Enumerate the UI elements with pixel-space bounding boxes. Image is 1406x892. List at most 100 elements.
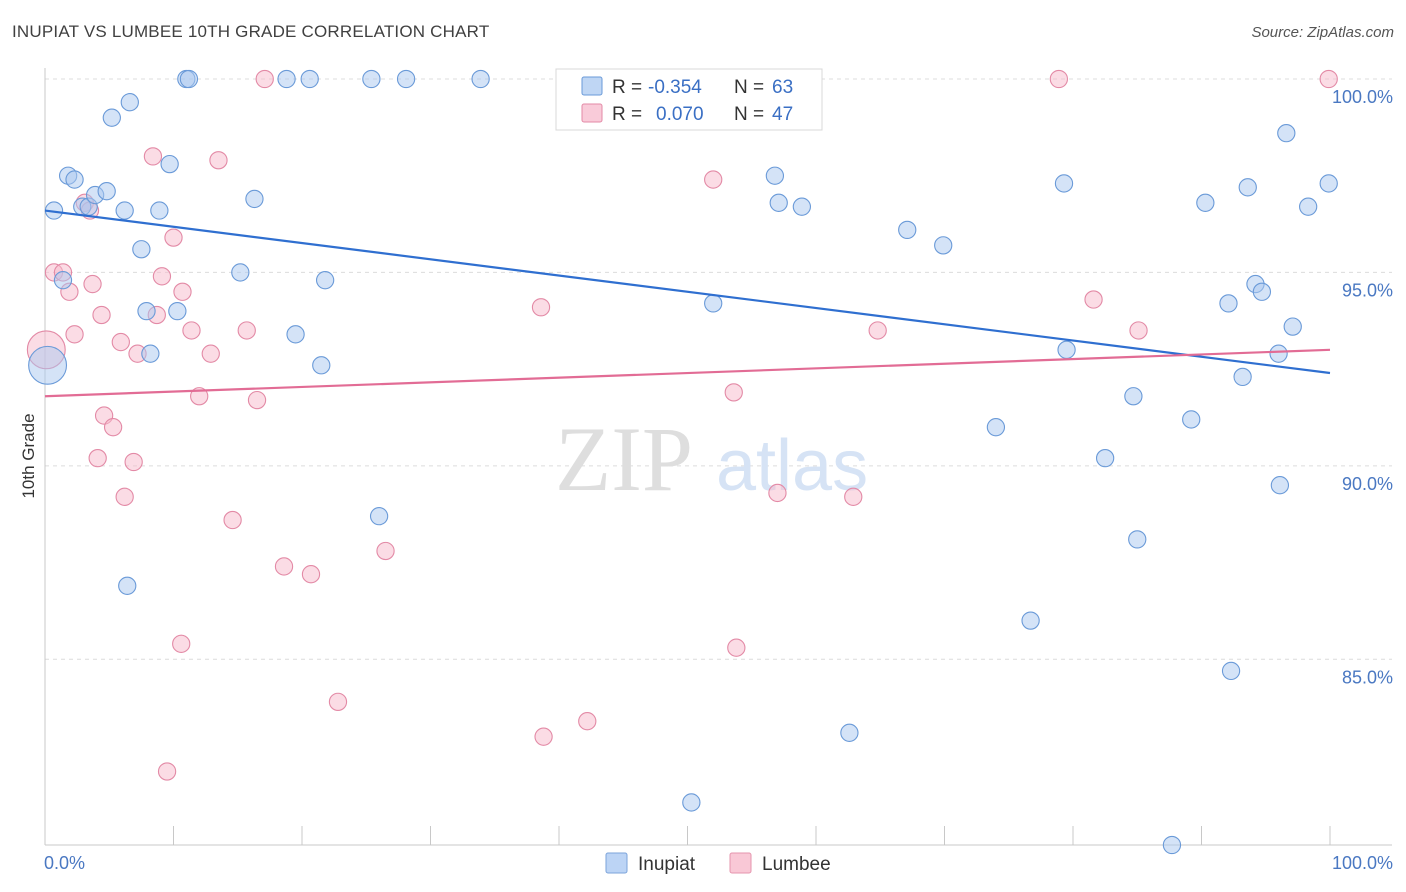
inupiat-point-47	[1162, 835, 1182, 855]
bottom-legend-label-inupiat: Inupiat	[638, 854, 696, 875]
lumbee-point-16	[143, 147, 163, 166]
lumbee-point-20	[164, 228, 183, 247]
inupiat-point-14	[141, 344, 160, 363]
tick-labels: 85.0% 90.0% 95.0% 100.0% 0.0% 100.0%	[44, 87, 1393, 873]
legend-n-value-inupiat: 63	[772, 77, 793, 98]
inupiat-point-9	[102, 108, 121, 127]
legend-r-label-lumbee: R =	[612, 104, 642, 125]
inupiat-point-61	[1319, 174, 1338, 193]
lumbee-point-48	[1319, 69, 1338, 89]
inupiat-point-12	[132, 240, 151, 259]
inupiat-point-40	[986, 418, 1006, 437]
lumbee-point-34	[376, 541, 395, 561]
bottom-legend-label-lumbee: Lumbee	[762, 854, 831, 875]
bottom-legend: Inupiat Lumbee	[605, 852, 831, 875]
lumbee-point-32	[301, 565, 321, 584]
legend-n-label-inupiat: N =	[734, 77, 764, 98]
legend-r-label-inupiat: R =	[612, 77, 642, 98]
lumbee-point-26	[209, 151, 228, 170]
inupiat-points	[28, 69, 1338, 855]
inupiat-point-56	[1270, 476, 1290, 495]
inupiat-point-62	[118, 576, 137, 595]
x-tick-label-100: 100.0%	[1332, 853, 1393, 873]
inupiat-point-49	[1196, 193, 1215, 212]
lumbee-point-30	[255, 69, 274, 89]
inupiat-point-4	[65, 170, 84, 189]
inupiat-point-32	[682, 793, 701, 812]
inupiat-point-11	[120, 93, 139, 112]
y-tick-label-100: 100.0%	[1332, 87, 1393, 107]
lumbee-point-41	[727, 638, 746, 657]
lumbee-point-36	[534, 727, 553, 746]
inupiat-point-2	[53, 271, 73, 290]
inupiat-point-42	[1054, 174, 1074, 193]
lumbee-point-12	[111, 332, 130, 352]
y-axis-label: 10th Grade	[19, 413, 38, 498]
trend-lines	[44, 209, 1331, 398]
inupiat-point-38	[898, 220, 917, 240]
lumbee-point-11	[103, 418, 123, 437]
lumbee-point-42	[768, 483, 787, 503]
inupiat-point-36	[792, 197, 812, 216]
legend-swatch-inupiat	[581, 76, 603, 96]
watermark-atlas: atlas	[716, 426, 868, 506]
inupiat-point-10	[115, 201, 134, 220]
lumbee-point-25	[201, 344, 220, 363]
y-tick-label-90: 90.0%	[1342, 474, 1393, 494]
lumbee-point-29	[247, 390, 267, 410]
inupiat-point-46	[1128, 530, 1147, 549]
y-tick-label-95: 95.0%	[1342, 280, 1393, 300]
inupiat-point-58	[1277, 124, 1296, 143]
inupiat-point-27	[362, 69, 381, 89]
chart-title: INUPIAT VS LUMBEE 10TH GRADE CORRELATION…	[12, 22, 490, 41]
inupiat-point-44	[1095, 448, 1115, 468]
inupiat-point-13	[137, 301, 156, 321]
inupiat-point-39	[934, 236, 953, 255]
lumbee-point-18	[152, 267, 172, 286]
inupiat-point-48	[1182, 410, 1201, 429]
inupiat-point-24	[300, 69, 319, 89]
lumbee-point-33	[328, 692, 348, 712]
inupiat-point-17	[168, 301, 187, 321]
inupiat-point-19	[179, 69, 199, 89]
lumbee-point-47	[1129, 321, 1148, 340]
inupiat-point-23	[286, 325, 305, 344]
inupiat-point-29	[396, 69, 416, 89]
inupiat-point-30	[471, 69, 490, 89]
inupiat-trend-line	[44, 209, 1331, 375]
inupiat-point-26	[315, 271, 335, 290]
inupiat-point-55	[1252, 282, 1272, 301]
lumbee-point-44	[868, 321, 887, 340]
bottom-legend-swatch-lumbee	[729, 852, 752, 874]
lumbee-point-28	[237, 321, 256, 340]
inupiat-point-21	[245, 189, 264, 209]
lumbee-point-43	[844, 487, 863, 506]
lumbee-point-40	[724, 383, 743, 402]
lumbee-point-46	[1084, 290, 1103, 309]
bottom-legend-swatch-inupiat	[605, 852, 628, 874]
watermark-zip: ZIP	[555, 408, 693, 510]
lumbee-point-37	[578, 712, 597, 731]
inupiat-point-25	[312, 356, 331, 375]
inupiat-point-41	[1021, 611, 1040, 630]
lumbee-point-14	[124, 452, 143, 472]
legend-r-value-inupiat: -0.354	[648, 77, 702, 98]
lumbee-point-9	[92, 305, 111, 325]
lumbee-point-7	[83, 274, 102, 294]
y-tick-label-85: 85.0%	[1342, 667, 1393, 687]
inupiat-point-57	[1269, 344, 1288, 363]
legend-n-value-lumbee: 47	[772, 104, 793, 125]
inupiat-point-37	[840, 723, 859, 742]
lumbee-point-24	[190, 387, 209, 406]
lumbee-point-13	[115, 487, 134, 506]
inupiat-point-22	[277, 69, 296, 89]
inupiat-point-45	[1124, 387, 1143, 406]
legend-n-label-lumbee: N =	[734, 104, 764, 125]
inupiat-point-59	[1283, 317, 1302, 336]
inupiat-point-53	[1238, 178, 1257, 197]
inupiat-point-0	[28, 345, 68, 385]
lumbee-point-8	[88, 448, 107, 468]
inupiat-point-8	[97, 182, 116, 201]
inupiat-point-28	[369, 507, 389, 526]
